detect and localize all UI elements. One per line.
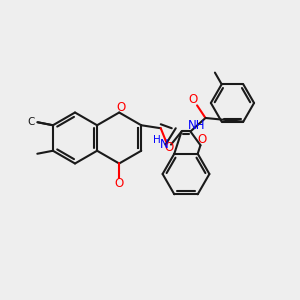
Text: N: N [160, 137, 169, 151]
Text: O: O [115, 177, 124, 190]
Text: H: H [153, 135, 161, 145]
Text: O: O [197, 133, 207, 146]
Text: O: O [189, 94, 198, 106]
Text: NH: NH [188, 119, 205, 132]
Text: O: O [116, 100, 125, 114]
Text: C: C [28, 117, 35, 127]
Text: O: O [164, 141, 173, 154]
